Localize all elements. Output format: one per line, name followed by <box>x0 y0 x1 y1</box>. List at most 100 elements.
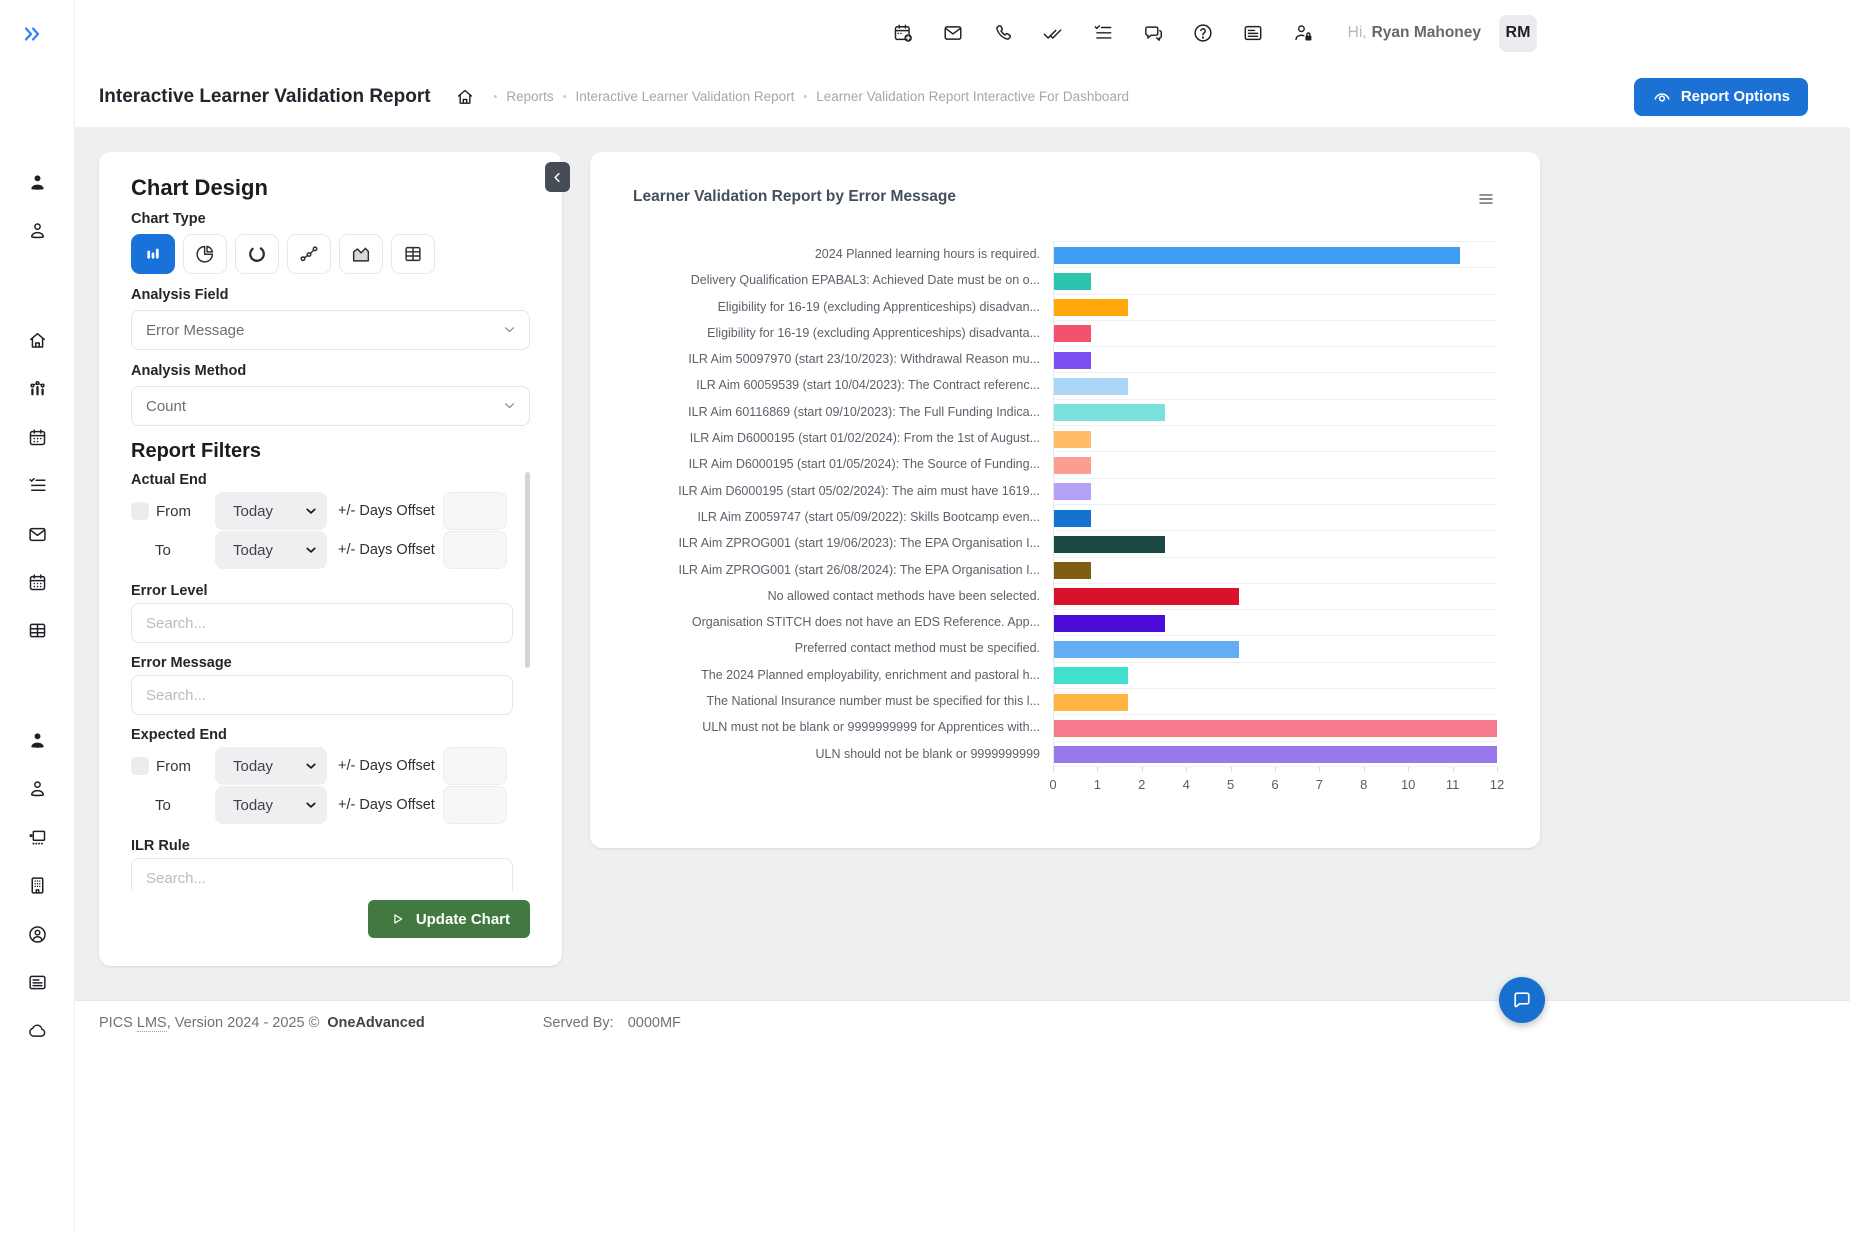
bar[interactable] <box>1054 509 1091 527</box>
help-circle-icon[interactable] <box>1192 22 1214 44</box>
bar[interactable] <box>1054 378 1128 396</box>
collapse-panel-button[interactable] <box>545 162 570 192</box>
mail-icon[interactable] <box>942 22 964 44</box>
expected-end-from-date-select[interactable]: Today <box>215 747 327 785</box>
news-icon[interactable] <box>1242 22 1264 44</box>
analysis-method-select[interactable]: Count <box>131 386 530 426</box>
phone-icon[interactable] <box>992 22 1014 44</box>
actual-end-from-checkbox[interactable] <box>131 502 149 520</box>
analysis-field-select[interactable]: Error Message <box>131 310 530 350</box>
plot-area <box>1053 267 1497 294</box>
bar[interactable] <box>1054 746 1497 764</box>
sidebar-item-user-filled-icon[interactable] <box>0 172 75 193</box>
plot-area <box>1053 398 1497 426</box>
sidebar-expand-icon[interactable] <box>20 22 44 46</box>
sidebar-item-user-outline-icon[interactable] <box>0 220 75 241</box>
sidebar-item-building-icon[interactable] <box>0 875 75 896</box>
bar-label: ILR Aim 60059539 (start 10/04/2023): The… <box>696 378 1040 393</box>
chart-row: ILR Aim ZPROG001 (start 26/08/2024): The… <box>630 556 1497 583</box>
plot-area <box>1053 714 1497 741</box>
double-check-icon[interactable] <box>1042 22 1064 44</box>
sidebar-item-bar-line-chart-icon[interactable] <box>0 378 75 399</box>
sidebar-item-checklist-icon[interactable] <box>0 475 75 496</box>
user-lock-icon[interactable] <box>1292 22 1314 44</box>
x-tick-label: 0 <box>1049 777 1057 792</box>
chart-row: ILR Aim D6000195 (start 01/02/2024): Fro… <box>630 425 1497 452</box>
expected-end-to-offset-input[interactable] <box>442 786 507 824</box>
x-tick-mark <box>1408 767 1410 772</box>
top-header: Hi, Ryan Mahoney RM <box>75 0 1850 66</box>
pie-chart-type-button[interactable] <box>183 234 227 274</box>
bar-label: 2024 Planned learning hours is required. <box>814 247 1040 261</box>
sidebar-item-user-circle-icon[interactable] <box>0 924 75 945</box>
sidebar-item-mail-icon[interactable] <box>0 524 75 545</box>
plot-area <box>1053 293 1497 320</box>
breadcrumb-item[interactable]: Reports <box>506 89 554 104</box>
breadcrumb: • Reports • Interactive Learner Validation … <box>485 89 1129 104</box>
actual-end-to-offset-input[interactable] <box>442 531 507 569</box>
bar[interactable] <box>1054 667 1128 685</box>
bar[interactable] <box>1054 588 1239 606</box>
donut-chart-type-button[interactable] <box>235 234 279 274</box>
play-icon <box>388 910 406 928</box>
bar[interactable] <box>1054 325 1091 343</box>
breadcrumb-item[interactable]: Interactive Learner Validation Report <box>575 89 795 104</box>
error-message-search-input[interactable] <box>131 675 513 715</box>
bar[interactable] <box>1054 562 1091 580</box>
sidebar-item-news-icon[interactable] <box>0 972 75 993</box>
bar[interactable] <box>1054 719 1497 737</box>
sidebar-item-cloud-icon[interactable] <box>0 1020 75 1041</box>
actual-end-to-date-select[interactable]: Today <box>215 531 327 569</box>
chart-type-label: Chart Type <box>131 211 206 227</box>
sidebar-item-home-icon[interactable] <box>0 330 75 351</box>
sidebar-item-user-filled-icon[interactable] <box>0 730 75 751</box>
expected-end-from-checkbox[interactable] <box>131 757 149 775</box>
bar-chart-type-button[interactable] <box>131 234 175 274</box>
expected-end-from-offset-input[interactable] <box>442 747 507 785</box>
bar-label: Eligibility for 16-19 (excluding Apprent… <box>717 299 1040 314</box>
bar[interactable] <box>1054 272 1091 290</box>
checklist-icon[interactable] <box>1092 22 1114 44</box>
bar[interactable] <box>1054 693 1128 711</box>
actual-end-from-offset-input[interactable] <box>442 492 507 530</box>
expected-end-to-date-select[interactable]: Today <box>215 786 327 824</box>
bar[interactable] <box>1054 614 1165 632</box>
chat-fab-button[interactable] <box>1499 977 1545 1023</box>
plot-area <box>1053 609 1497 636</box>
sidebar-item-user-outline-icon[interactable] <box>0 778 75 799</box>
ilr-rule-search-input[interactable] <box>131 858 513 891</box>
x-tick-mark <box>1452 767 1454 772</box>
line-chart-type-button[interactable] <box>287 234 331 274</box>
report-options-button[interactable]: Report Options <box>1633 77 1808 116</box>
update-chart-button[interactable]: Update Chart <box>367 900 530 938</box>
home-icon[interactable] <box>455 87 475 107</box>
bar[interactable] <box>1054 483 1091 501</box>
sidebar-item-calendar-dots-icon[interactable] <box>0 572 75 593</box>
chat-icon[interactable] <box>1142 22 1164 44</box>
actual-end-from-date-select[interactable]: Today <box>215 492 327 530</box>
plot-area <box>1053 530 1497 557</box>
bar[interactable] <box>1054 641 1239 659</box>
bar[interactable] <box>1054 246 1461 264</box>
x-tick-mark <box>1275 767 1276 772</box>
sidebar-item-presentation-icon[interactable] <box>0 827 75 848</box>
chart-menu-icon[interactable] <box>1477 190 1495 208</box>
bar[interactable] <box>1054 404 1165 422</box>
bar[interactable] <box>1054 535 1165 553</box>
breadcrumb-item[interactable]: Learner Validation Report Interactive Fo… <box>816 89 1129 104</box>
x-tick-mark <box>1319 767 1321 772</box>
bar[interactable] <box>1054 430 1091 448</box>
avatar[interactable]: RM <box>1499 14 1537 52</box>
sidebar-item-table-icon[interactable] <box>0 620 75 641</box>
x-axis: 0 1 2 4 5 6 7 8 10 11 12 <box>1049 767 1504 807</box>
calendar-plus-icon[interactable] <box>892 22 914 44</box>
bar[interactable] <box>1054 456 1091 474</box>
bar[interactable] <box>1054 299 1128 317</box>
table-chart-type-button[interactable] <box>391 234 435 274</box>
bar[interactable] <box>1054 351 1091 369</box>
filters-scrollbar[interactable] <box>525 472 530 668</box>
actual-end-label: Actual End <box>131 472 207 488</box>
error-level-search-input[interactable] <box>131 603 513 643</box>
sidebar-item-calendar-icon[interactable] <box>0 427 75 448</box>
area-chart-type-button[interactable] <box>339 234 383 274</box>
